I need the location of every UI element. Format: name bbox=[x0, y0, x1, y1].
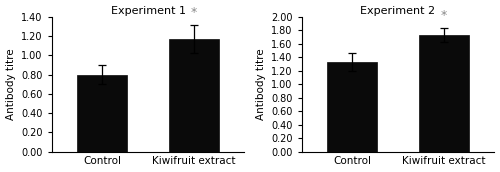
Bar bbox=[418, 35, 469, 152]
Title: Experiment 2: Experiment 2 bbox=[360, 6, 436, 16]
Text: *: * bbox=[441, 9, 447, 22]
Bar bbox=[327, 62, 378, 152]
Title: Experiment 1: Experiment 1 bbox=[110, 6, 186, 16]
Y-axis label: Antibody titre: Antibody titre bbox=[6, 49, 16, 120]
Bar bbox=[168, 39, 219, 152]
Text: *: * bbox=[191, 6, 197, 19]
Bar bbox=[77, 75, 128, 152]
Y-axis label: Antibody titre: Antibody titre bbox=[256, 49, 266, 120]
